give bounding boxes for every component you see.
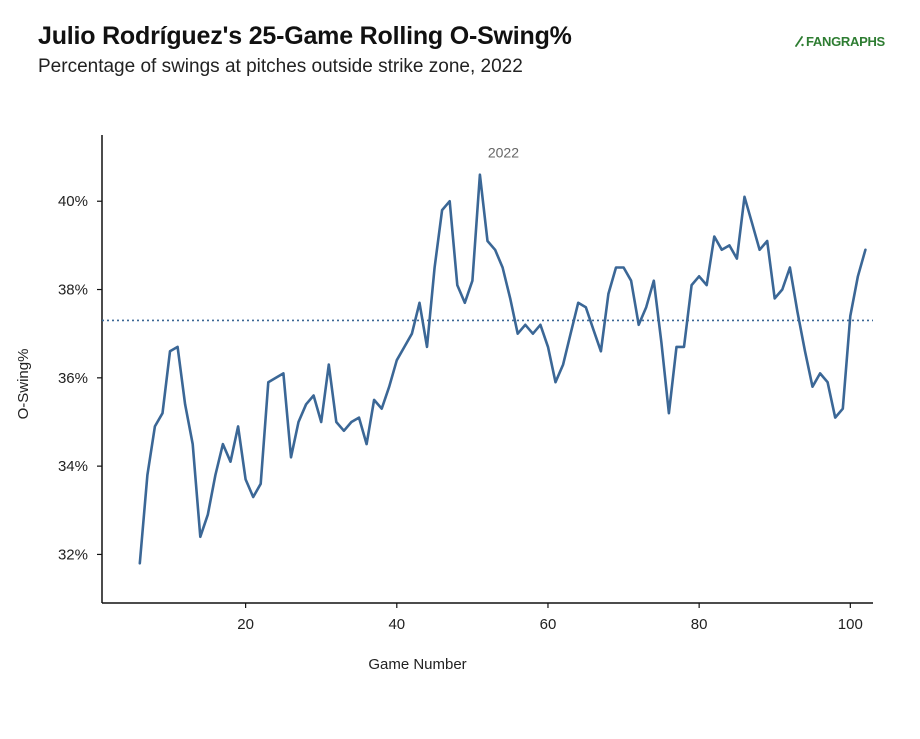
year-annotation: 2022 [488, 144, 519, 160]
y-tick-label: 34% [58, 458, 88, 475]
x-tick-label: 60 [540, 616, 557, 633]
y-tick-label: 38% [58, 282, 88, 299]
fangraphs-logo: FANGRAPHS [795, 34, 885, 49]
o-swing-series-line [138, 173, 867, 565]
x-tick-label: 80 [691, 616, 708, 633]
x-tick-label: 40 [388, 616, 405, 633]
chart-title: Julio Rodríguez's 25-Game Rolling O-Swin… [38, 22, 572, 50]
y-axis-title: O-Swing% [15, 349, 32, 420]
logo-text: FANGRAPHS [806, 34, 885, 49]
chart-subtitle: Percentage of swings at pitches outside … [38, 56, 523, 77]
chart-axes [97, 135, 873, 608]
label-group: 20 40 60 80 100 32% 34% 36% 38% 40% Game Number O-S… [15, 144, 863, 673]
series-group [138, 173, 867, 565]
y-tick-label: 40% [58, 193, 88, 210]
x-tick-label: 100 [838, 616, 863, 633]
y-tick-label: 32% [58, 546, 88, 563]
y-tick-label: 36% [58, 370, 88, 387]
bat-icon [795, 36, 804, 47]
x-axis-title: Game Number [368, 656, 466, 673]
x-tick-label: 20 [237, 616, 254, 633]
